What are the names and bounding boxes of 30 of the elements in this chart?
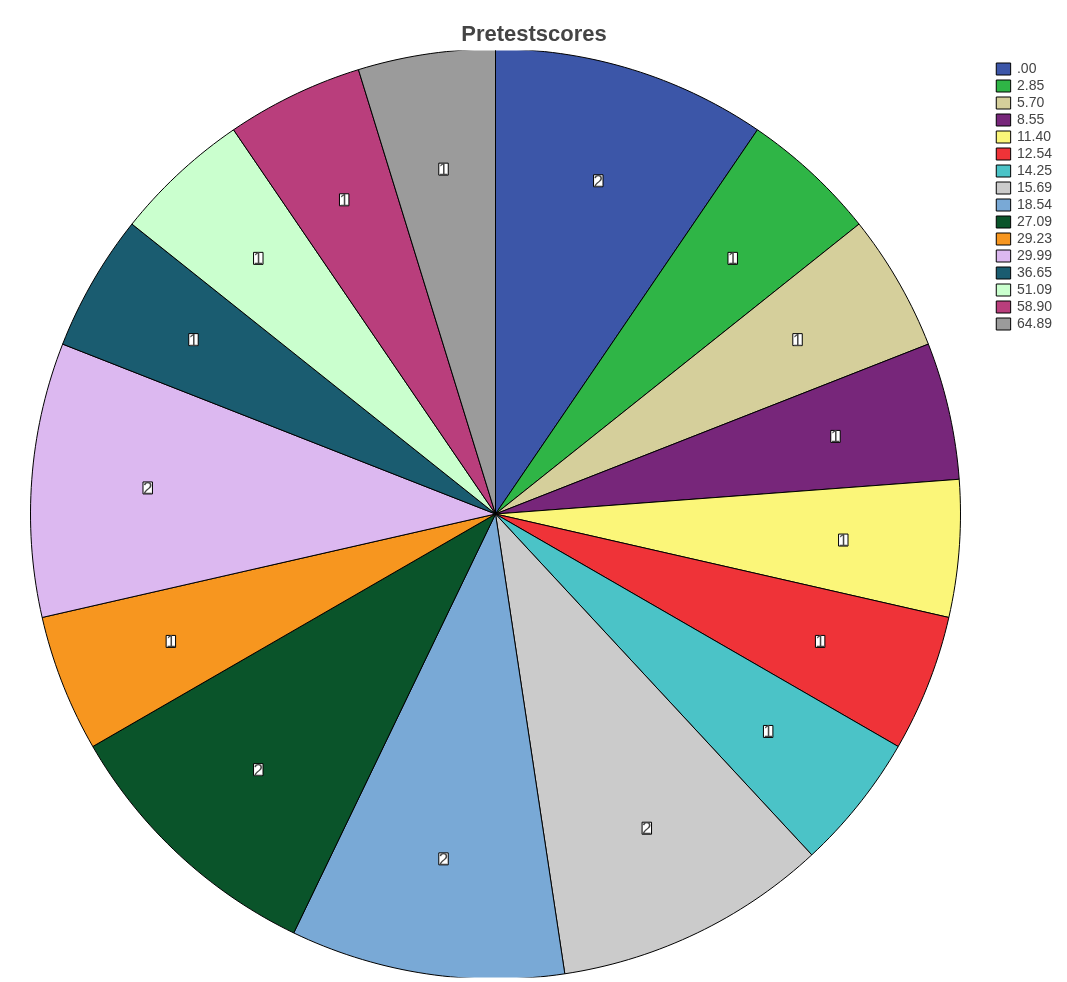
data-label: 1 (253, 249, 264, 269)
legend-label: 27.09 (1016, 213, 1052, 229)
legend-label: 58.90 (1016, 298, 1052, 314)
data-label: 2 (593, 171, 604, 191)
data-label: 1 (166, 632, 176, 652)
data-label: 1 (763, 722, 773, 742)
chart-title: Pretestscores (461, 20, 607, 46)
data-label: 1 (830, 427, 841, 447)
data-label: 2 (253, 760, 264, 780)
legend-label: 29.99 (1016, 247, 1052, 263)
legend-label: 8.55 (1016, 111, 1045, 127)
legend-label: 51.09 (1016, 281, 1052, 297)
legend-label: 64.89 (1016, 315, 1052, 331)
legend-label: 5.70 (1016, 94, 1045, 110)
data-label: 1 (792, 330, 803, 350)
data-label: 1 (815, 632, 825, 652)
data-label: 1 (188, 330, 199, 350)
legend-label: 12.54 (1016, 145, 1052, 161)
legend-label: 14.25 (1016, 162, 1052, 178)
data-label: 1 (339, 190, 349, 210)
legend-label: 2.85 (1016, 77, 1045, 93)
legend-label: 11.40 (1016, 128, 1051, 144)
legend-label: 29.23 (1016, 230, 1052, 246)
legend-label: 18.54 (1016, 196, 1052, 212)
data-label: 1 (438, 160, 449, 180)
data-label: 2 (438, 849, 449, 869)
legend-label: 36.65 (1016, 264, 1052, 280)
legend-label: .00 (1016, 60, 1037, 76)
legend-label: 15.69 (1016, 179, 1052, 195)
data-label: 1 (727, 249, 738, 269)
